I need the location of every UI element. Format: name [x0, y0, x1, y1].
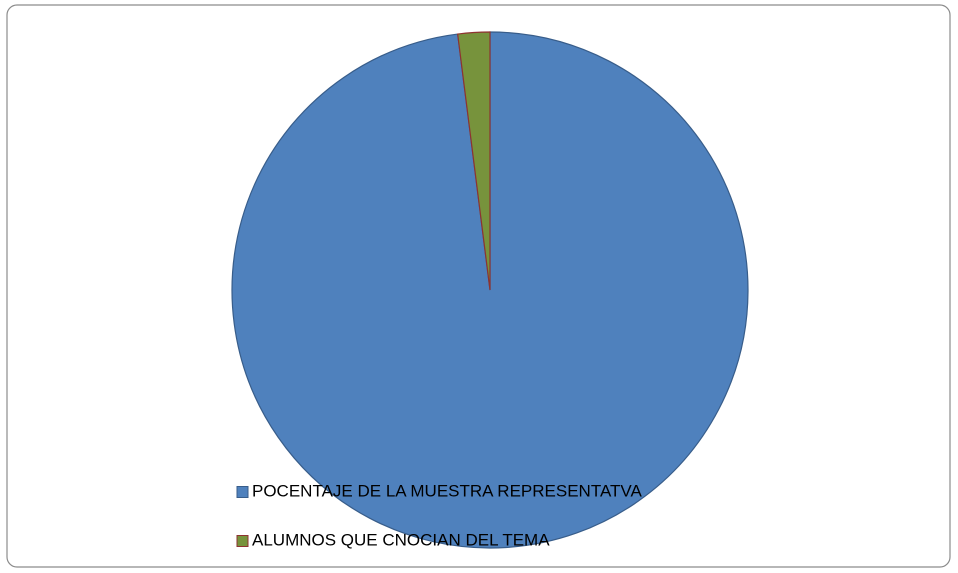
- legend-label: POCENTAJE DE LA MUESTRA REPRESENTATVA: [252, 481, 642, 500]
- pie-slice: [456, 31, 491, 291]
- legend-swatch: [236, 486, 249, 498]
- legend-swatch: [236, 535, 249, 547]
- legend-label: ALUMNOS QUE CNOCIAN DEL TEMA: [252, 530, 550, 549]
